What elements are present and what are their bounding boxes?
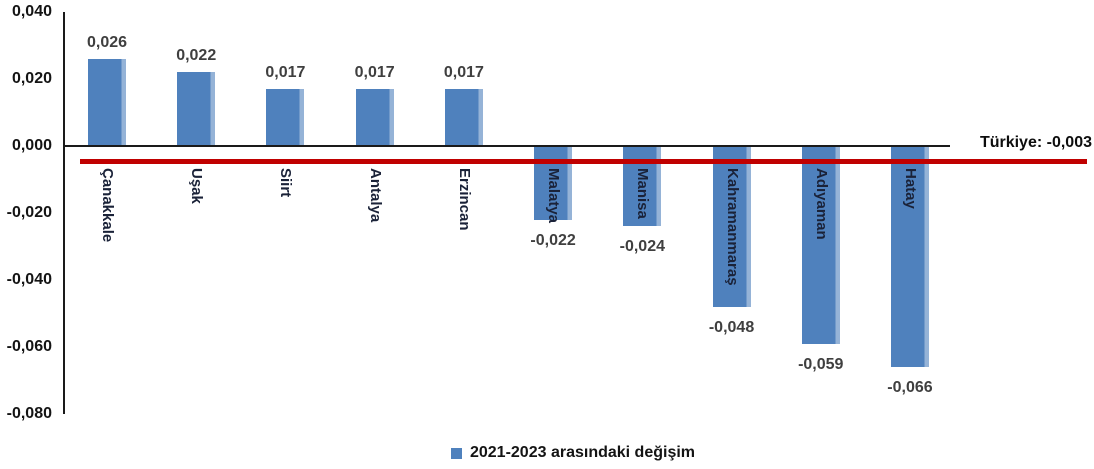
category-label-Kahramanmaraş: Kahramanmaraş — [723, 168, 741, 286]
category-label-Çanakkale: Çanakkale — [99, 168, 116, 243]
category-label-Malatya: Malatya — [545, 168, 563, 224]
bar-value-label: -0,024 — [619, 238, 665, 256]
legend-item: 2021-2023 arasındaki değişim — [399, 444, 695, 462]
legend-square-icon — [450, 447, 462, 459]
category-label-Uşak: Uşak — [188, 168, 206, 204]
bar-Uşak — [177, 72, 216, 146]
bar-Siirt — [266, 89, 305, 146]
bar-Erzincan — [444, 89, 483, 146]
bar-value-label: 0,026 — [86, 33, 128, 51]
category-label-Hatay: Hatay — [901, 168, 919, 209]
y-axis-line — [63, 12, 65, 414]
bar-value-label: 0,017 — [265, 64, 306, 82]
x-axis-zero-line — [63, 145, 950, 147]
bar-value-label: -0,022 — [530, 231, 576, 249]
bar-value-label: 0,017 — [354, 64, 395, 82]
bar-Çanakkale — [88, 58, 126, 146]
y-tick-label: 0,040 — [11, 3, 52, 20]
bar-value-label: -0,048 — [708, 318, 755, 336]
bar-Kahramanmaraş — [712, 147, 751, 307]
y-tick-label: -0,060 — [6, 338, 52, 355]
bar-value-label: 0,017 — [443, 64, 484, 82]
y-tick-label: -0,080 — [6, 405, 52, 422]
category-label-Manisa: Manisa — [634, 168, 652, 219]
y-tick-label: 0,020 — [11, 70, 52, 87]
y-tick-label: -0,020 — [6, 204, 52, 221]
turkiye-reference-label: Türkiye: -0,003 — [979, 134, 1092, 151]
bar-value-label: 0,022 — [176, 47, 217, 65]
bar-Antalya — [355, 89, 394, 146]
category-label-Antalya: Antalya — [366, 168, 384, 223]
y-tick-label: 0,000 — [11, 137, 52, 154]
bar-Adıyaman — [801, 147, 840, 344]
bar-value-label: -0,059 — [798, 355, 844, 373]
legend-label: 2021-2023 arasındaki değişim — [469, 444, 696, 461]
category-label-Adıyaman: Adıyaman — [812, 168, 830, 240]
category-label-Siirt: Siirt — [277, 168, 295, 198]
y-tick-label: -0,040 — [6, 271, 52, 288]
legend: 2021-2023 arasındaki değişim — [0, 444, 1094, 462]
turkiye-reference-line — [80, 159, 1087, 164]
bar-Hatay — [890, 147, 929, 368]
bar-value-label: -0,066 — [887, 379, 933, 397]
category-label-Erzincan: Erzincan — [455, 168, 473, 231]
